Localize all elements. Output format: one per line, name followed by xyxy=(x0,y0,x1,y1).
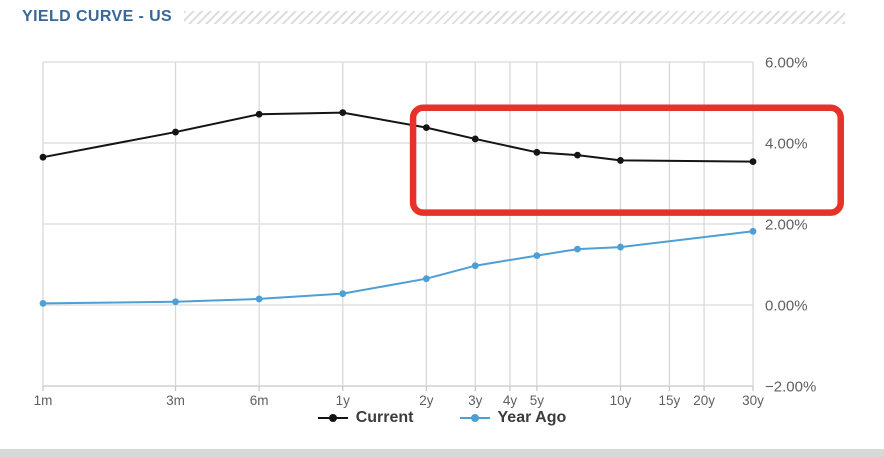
x-tick-label: 4y xyxy=(503,393,518,408)
data-point-year-ago xyxy=(255,295,263,303)
x-tick-label: 3m xyxy=(166,393,185,408)
x-tick-label: 5y xyxy=(530,393,545,408)
x-tick-label: 2y xyxy=(419,393,434,408)
current-line-marker-icon xyxy=(317,414,348,422)
y-tick-label: 2.00% xyxy=(765,217,808,234)
x-tick-label: 6m xyxy=(250,393,269,408)
data-point-current xyxy=(339,109,347,117)
page-title: YIELD CURVE - US xyxy=(22,8,173,25)
data-point-year-ago xyxy=(471,262,479,270)
legend-item-current[interactable]: Current xyxy=(317,409,414,427)
data-point-current xyxy=(255,110,263,118)
y-tick-label: 0.00% xyxy=(765,298,808,315)
data-point-year-ago xyxy=(339,290,347,298)
annotation-box xyxy=(409,104,844,216)
yield-curve-chart: 6.00% 4.00% 2.00% 0.00% −2.00% 1m 3m 6m 1y 2y 3y 4y… xyxy=(34,55,844,408)
y-tick-label: 6.00% xyxy=(765,55,808,72)
data-point-current xyxy=(749,158,757,166)
series-line-year-ago xyxy=(42,230,754,305)
chart-header: YIELD CURVE - US xyxy=(22,8,845,26)
data-point-current xyxy=(39,153,47,161)
legend-label-year-ago: Year Ago xyxy=(497,409,567,426)
data-point-year-ago xyxy=(617,243,624,251)
y-tick-label: 4.00% xyxy=(765,136,808,153)
x-tick-label: 3y xyxy=(468,393,483,408)
x-tick-label: 15y xyxy=(658,393,680,408)
data-point-current xyxy=(172,128,179,136)
data-point-year-ago xyxy=(39,299,47,307)
data-point-current xyxy=(617,157,624,164)
data-point-year-ago xyxy=(749,227,757,235)
series-line-current xyxy=(42,111,754,163)
chart-legend: Current Year Ago xyxy=(0,409,884,427)
x-tick-label: 20y xyxy=(693,393,715,408)
year-ago-line-marker-icon xyxy=(459,414,490,422)
data-point-current xyxy=(574,151,581,159)
y-tick-label: −2.00% xyxy=(765,379,816,396)
x-tick-label: 1m xyxy=(34,393,53,408)
data-point-current xyxy=(471,135,479,143)
legend-item-year-ago[interactable]: Year Ago xyxy=(459,409,567,427)
data-point-year-ago xyxy=(533,252,541,259)
data-point-current xyxy=(533,148,541,156)
legend-label-current: Current xyxy=(355,409,414,426)
data-point-year-ago xyxy=(422,275,430,283)
title-hatch-strip xyxy=(184,11,845,24)
x-tick-label: 30y xyxy=(742,393,764,408)
data-point-year-ago xyxy=(574,245,581,253)
data-point-current xyxy=(422,124,430,132)
bottom-panel-edge xyxy=(0,449,884,457)
x-tick-label: 10y xyxy=(610,393,632,408)
x-tick-label: 1y xyxy=(336,393,351,408)
data-point-year-ago xyxy=(172,298,179,306)
